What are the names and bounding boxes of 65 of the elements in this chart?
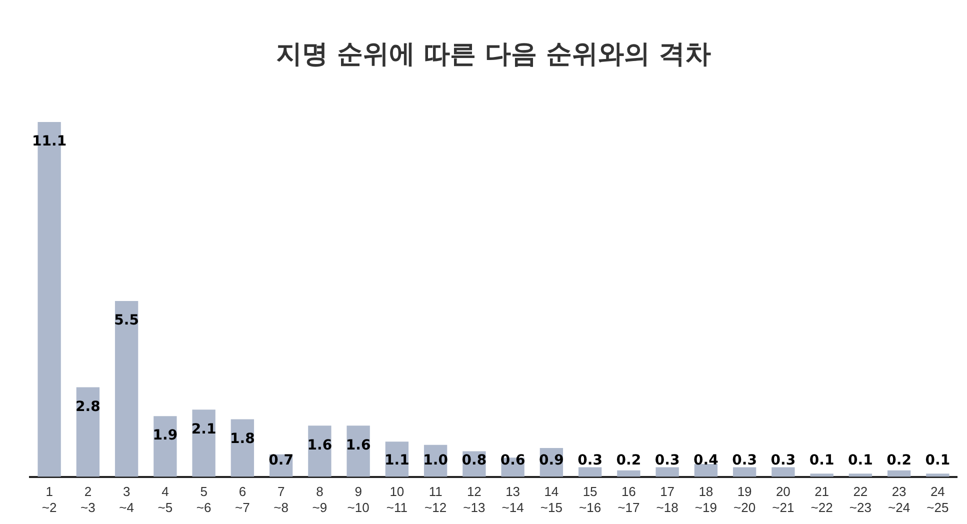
bar [810,474,834,477]
bar [192,410,216,477]
data-label: 0.2 [886,452,912,468]
x-tick-label: 13 ~14 [502,484,524,515]
bar [732,467,756,477]
x-tick-label: 15 ~16 [579,484,602,515]
data-label: 0.1 [809,452,834,468]
bar [308,426,332,477]
data-label: 1.9 [152,428,178,444]
x-tick-label: 3 ~4 [119,484,134,515]
bar [848,474,872,477]
bar [76,387,100,477]
data-label: 0.4 [694,452,719,468]
x-tick-label: 21 ~22 [810,484,833,515]
data-label: 0.1 [925,452,950,468]
bar [617,470,640,477]
data-label: 0.3 [770,452,796,468]
x-tick-label: 7 ~8 [274,484,288,515]
x-tick-label: 4 ~5 [158,484,173,515]
x-tick-label: 1 ~2 [42,484,57,515]
x-tick-label: 24 ~25 [926,484,949,515]
data-label: 0.6 [500,452,526,468]
x-tick-label: 11 ~12 [424,484,447,515]
x-tick-label: 8 ~9 [312,484,328,515]
x-tick-label: 23 ~24 [888,484,910,515]
x-tick-label: 16 ~17 [618,484,640,515]
data-label: 1.1 [384,452,410,468]
bar [694,464,718,477]
data-label: 0.3 [654,452,680,468]
data-label: 0.2 [616,452,642,468]
bar [114,300,138,477]
x-tick-label: 19 ~20 [734,484,756,515]
data-label: 0.1 [848,452,873,468]
x-tick-label: 5 ~6 [196,484,212,515]
x-tick-label: 14 ~15 [540,484,562,515]
x-tick-label: 10 ~11 [386,484,408,515]
x-tick-label: 9 ~10 [347,484,370,515]
data-label: 11.1 [32,134,67,150]
data-label: 0.3 [578,452,602,468]
x-tick-label: 18 ~19 [694,484,717,515]
x-tick-label: 17 ~18 [656,484,678,515]
chart-title: 지명 순위에 따른 다음 순위와의 격차 [276,39,712,70]
bar [887,470,911,477]
data-label: 2.1 [191,421,216,438]
bar [926,474,950,477]
data-label: 0.8 [462,452,487,468]
bar [656,467,679,477]
data-label: 1.6 [307,437,332,454]
data-label: 5.5 [114,312,139,329]
bar [578,467,602,477]
data-label: 0.3 [732,452,757,468]
x-tick-label: 6 ~7 [235,484,250,515]
x-tick-label: 22 ~23 [849,484,872,515]
bar [154,416,177,477]
x-tick-label: 20 ~21 [772,484,794,515]
x-tick-label: 2 ~3 [80,484,96,515]
data-label: 2.8 [76,398,100,415]
bar [772,467,795,477]
data-label: 1.8 [230,430,255,447]
data-label: 0.9 [539,452,564,468]
data-label: 1.6 [346,437,371,454]
x-tick-label: 12 ~13 [463,484,486,515]
bar [346,426,370,477]
data-label: 1.0 [423,452,448,468]
data-label: 0.7 [268,452,294,468]
